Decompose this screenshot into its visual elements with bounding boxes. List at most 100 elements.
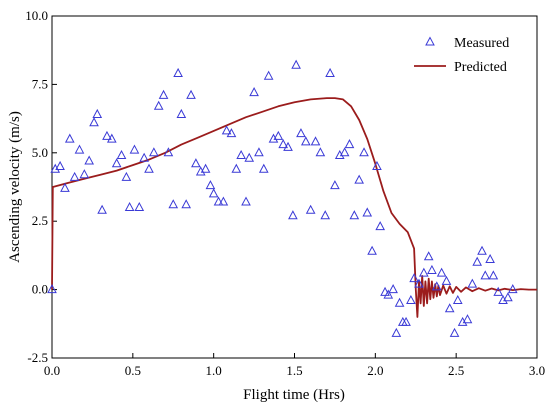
measured-point <box>92 108 103 118</box>
measured-point <box>186 89 196 99</box>
measured-point <box>380 286 390 296</box>
measured-point <box>200 163 211 173</box>
measured-point <box>121 171 132 181</box>
measured-point <box>236 149 246 160</box>
measured-point <box>173 67 183 77</box>
measured-point <box>427 264 437 274</box>
y-axis-ticks: -2.5 0.0 2.5 5.0 7.5 10.0 <box>25 8 57 365</box>
measured-point <box>258 163 269 173</box>
measured-point <box>273 130 284 140</box>
measured-point <box>493 286 504 296</box>
measured-point <box>102 130 112 140</box>
measured-point <box>449 327 460 337</box>
measured-point <box>208 188 219 198</box>
measured-point <box>158 89 169 99</box>
x-tick-label: 3.0 <box>529 363 545 378</box>
measured-point <box>477 245 487 255</box>
measured-point <box>84 155 95 165</box>
measured-point <box>69 171 80 181</box>
measured-point <box>249 87 259 97</box>
measured-point <box>362 207 373 217</box>
x-tick-label: 0.0 <box>44 363 60 378</box>
measured-point <box>149 147 159 157</box>
measured-point <box>168 199 179 209</box>
x-axis-title: Flight time (Hrs) <box>243 387 345 403</box>
measured-point <box>467 278 478 288</box>
measured-point <box>344 139 355 149</box>
measured-point <box>498 294 508 305</box>
measured-point <box>394 297 405 307</box>
measured-point <box>181 199 192 209</box>
y-tick-label: 2.5 <box>32 213 48 228</box>
measured-point <box>488 270 499 280</box>
measured-point <box>283 141 293 151</box>
x-tick-label: 2.0 <box>367 363 383 378</box>
measured-point <box>330 180 340 190</box>
measured-point <box>254 147 264 157</box>
measured-point <box>124 201 135 212</box>
measured-point <box>163 147 174 157</box>
measured-point <box>334 149 345 160</box>
x-axis-ticks: 0.0 0.5 1.0 1.5 2.0 2.5 3.0 <box>44 353 545 378</box>
measured-point <box>116 149 127 160</box>
measured-point <box>419 267 429 277</box>
measured-point <box>310 136 321 146</box>
measured-point <box>97 204 107 214</box>
measured-point <box>409 273 419 283</box>
measured-point <box>47 284 57 294</box>
measured-point <box>383 289 394 299</box>
measured-point <box>79 169 90 179</box>
measured-point <box>129 144 140 154</box>
measured-point <box>55 160 65 170</box>
measured-point <box>153 100 164 110</box>
measured-point <box>423 251 434 261</box>
measured-point <box>195 166 206 176</box>
legend-item-measured: Measured <box>425 36 509 51</box>
measured-point <box>221 125 232 135</box>
measured-point <box>218 196 229 206</box>
measured-point <box>320 210 331 220</box>
measured-point <box>300 136 311 146</box>
measured-point <box>349 210 360 220</box>
measured-point <box>278 139 289 149</box>
measured-point <box>106 133 117 143</box>
measured-point <box>325 67 335 77</box>
measured-point <box>64 133 75 143</box>
measured-point <box>213 196 224 206</box>
x-tick-label: 0.5 <box>125 363 141 378</box>
measured-point <box>134 201 145 212</box>
measured-point <box>441 275 452 285</box>
series-layer <box>47 59 537 337</box>
measured-point <box>231 163 242 173</box>
measured-point <box>226 128 237 138</box>
y-tick-label: 5.0 <box>32 145 48 160</box>
measured-point <box>359 147 369 157</box>
measured-point <box>406 294 416 305</box>
series-predicted-line <box>51 97 537 318</box>
measured-point <box>485 253 495 264</box>
measured-point <box>305 204 316 214</box>
legend: Measured Predicted <box>414 36 509 75</box>
measured-point <box>391 327 402 337</box>
y-tick-label: -2.5 <box>27 350 48 365</box>
measured-point <box>472 256 483 266</box>
measured-point <box>268 133 279 143</box>
y-tick-label: 0.0 <box>32 282 48 297</box>
measured-point <box>244 152 255 162</box>
measured-point <box>507 284 518 294</box>
y-axis-title: Ascending velocity (m/s) <box>7 111 23 263</box>
measured-point <box>503 292 513 302</box>
measured-point <box>291 59 301 69</box>
measured-point <box>372 160 382 170</box>
measured-point <box>367 245 377 255</box>
measured-point <box>74 144 85 154</box>
measured-point <box>414 278 424 288</box>
measured-point <box>431 281 442 291</box>
measured-point <box>452 294 463 305</box>
x-tick-label: 2.5 <box>448 363 464 378</box>
measured-point <box>354 174 364 184</box>
legend-predicted-label: Predicted <box>454 60 507 75</box>
measured-point <box>263 70 274 80</box>
measured-point <box>191 158 201 168</box>
measured-point <box>241 196 251 206</box>
